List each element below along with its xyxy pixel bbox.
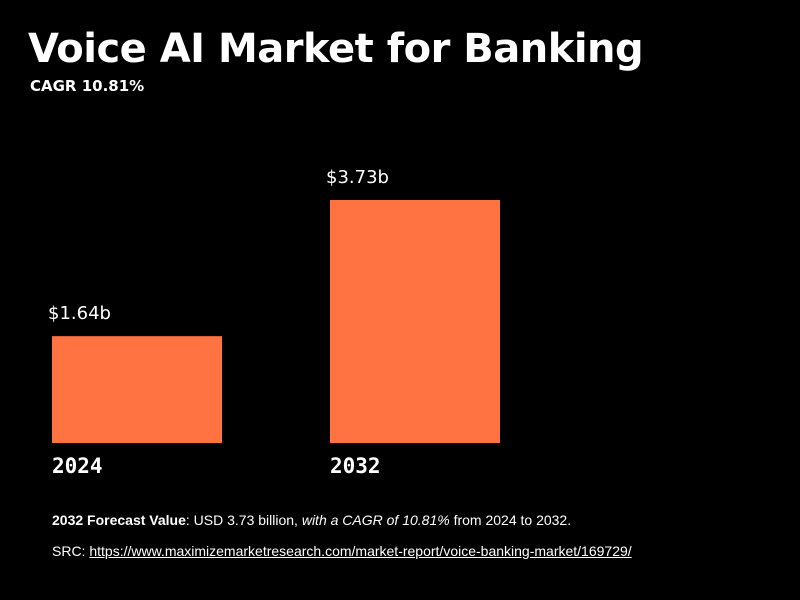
- bar-2032: [330, 200, 500, 443]
- source-link[interactable]: https://www.maximizemarketresearch.com/m…: [89, 543, 632, 559]
- forecast-note: 2032 Forecast Value: USD 3.73 billion, w…: [52, 512, 571, 528]
- data-label-2024: $1.64b: [48, 303, 111, 324]
- forecast-text-1: : USD 3.73 billion,: [185, 512, 302, 528]
- data-label-2032: $3.73b: [326, 167, 389, 188]
- source-label: SRC:: [52, 543, 90, 559]
- forecast-text-2: from 2024 to 2032.: [449, 512, 572, 528]
- source-note: SRC: https://www.maximizemarketresearch.…: [52, 543, 632, 559]
- category-label-2024: 2024: [52, 454, 103, 478]
- chart-title: Voice AI Market for Banking: [28, 26, 644, 72]
- chart-subtitle: CAGR 10.81%: [30, 77, 145, 95]
- forecast-label: 2032 Forecast Value: [52, 512, 186, 528]
- forecast-text-italic: with a CAGR of 10.81%: [301, 512, 450, 528]
- bar-2024: [52, 336, 222, 443]
- category-label-2032: 2032: [330, 454, 381, 478]
